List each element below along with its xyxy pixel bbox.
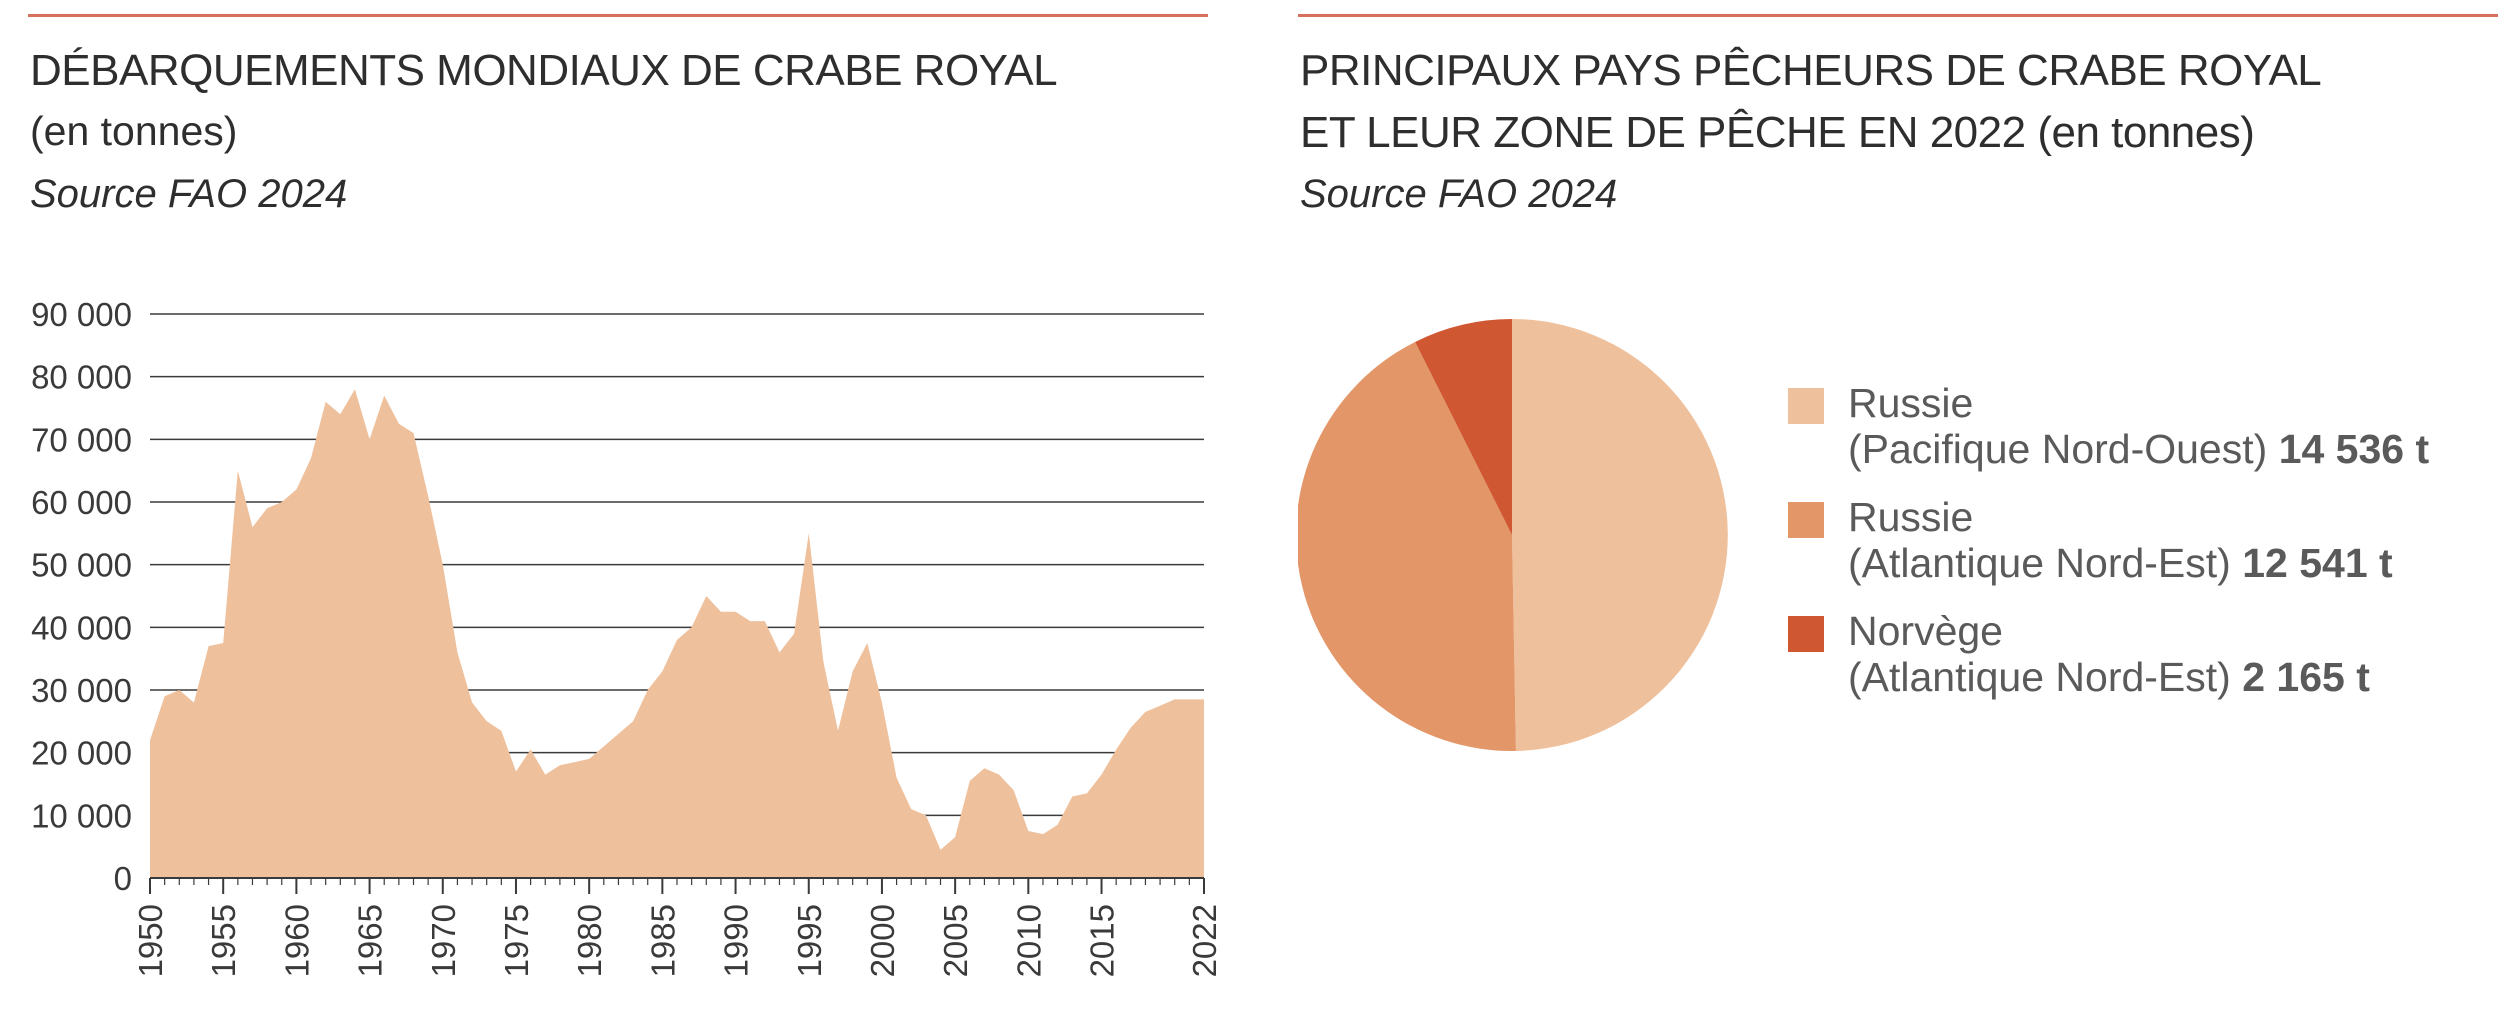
pie-title-line1: PRINCIPAUX PAYS PÊCHEURS DE CRABE ROYAL: [1300, 46, 2322, 95]
landings-area-chart: 0 10 000 20 000 30 000 40 000 50 000 60 000 70 …: [31, 296, 1223, 977]
y-tick-label: 30 000: [31, 672, 132, 709]
y-tick-label: 80 000: [31, 359, 132, 396]
x-tick-label: 1965: [352, 904, 389, 977]
x-tick-label: 1990: [718, 904, 755, 977]
legend-zone: (Pacifique Nord-Ouest): [1848, 426, 2268, 472]
y-tick-label: 50 000: [31, 547, 132, 584]
y-tick-label: 40 000: [31, 609, 132, 646]
x-tick-label: 1970: [425, 904, 462, 977]
top-rule: [28, 14, 1208, 17]
legend-value: 12 541 t: [2242, 540, 2393, 586]
x-tick-label: 2022: [1186, 904, 1223, 977]
x-tick-label: 1980: [571, 904, 608, 977]
legend-value: 2 165 t: [2242, 654, 2370, 700]
x-tick-label: 1985: [644, 904, 681, 977]
pie-title-line2: ET LEUR ZONE DE PÊCHE EN 2022 (en tonnes…: [1300, 108, 2255, 157]
y-tick-label: 10 000: [31, 797, 132, 834]
x-tick-label: 1975: [498, 904, 535, 977]
chart-source: Source FAO 2024: [30, 172, 348, 216]
landings-area: [150, 389, 1204, 878]
pie-slice: [1298, 341, 1516, 751]
y-tick-label: 70 000: [31, 421, 132, 458]
x-tick-label: 1960: [278, 904, 315, 977]
legend-zone-line: (Atlantique Nord-Est) 12 541 t: [1848, 540, 2393, 586]
legend-swatch: [1788, 388, 1824, 424]
x-tick-label: 2015: [1084, 904, 1121, 977]
x-tick-label: 2010: [1010, 904, 1047, 977]
x-tick-label: 2000: [864, 904, 901, 977]
legend-value: 14 536 t: [2278, 426, 2430, 472]
legend-swatch: [1788, 502, 1824, 538]
x-tick-label: 1950: [132, 904, 169, 977]
x-tick-label: 1995: [791, 904, 828, 977]
x-tick-label: 2005: [937, 904, 974, 977]
legend-zone-line: (Atlantique Nord-Est) 2 165 t: [1848, 654, 2370, 700]
pie-slice: [1415, 319, 1512, 535]
y-tick-label: 60 000: [31, 484, 132, 521]
legend-country: Russie: [1848, 380, 1974, 426]
x-tick-label: 1955: [205, 904, 242, 977]
y-tick-label: 90 000: [31, 296, 132, 333]
legend-swatch: [1788, 616, 1824, 652]
chart-subtitle: (en tonnes): [30, 108, 238, 154]
pie-source: Source FAO 2024: [1300, 172, 1618, 216]
y-tick-label: 0: [114, 860, 132, 897]
chart-title: DÉBARQUEMENTS MONDIAUX DE CRABE ROYAL: [30, 46, 1058, 95]
pie-slice: [1512, 319, 1728, 751]
legend-zone: (Atlantique Nord-Est): [1848, 540, 2231, 586]
legend-country: Norvège: [1848, 608, 2003, 654]
y-tick-label: 20 000: [31, 735, 132, 772]
legend-zone: (Atlantique Nord-Est): [1848, 654, 2231, 700]
countries-pie-chart: [1298, 319, 1728, 751]
top-rule: [1298, 14, 2498, 17]
legend-zone-line: (Pacifique Nord-Ouest) 14 536 t: [1848, 426, 2429, 472]
legend-country: Russie: [1848, 494, 1974, 540]
